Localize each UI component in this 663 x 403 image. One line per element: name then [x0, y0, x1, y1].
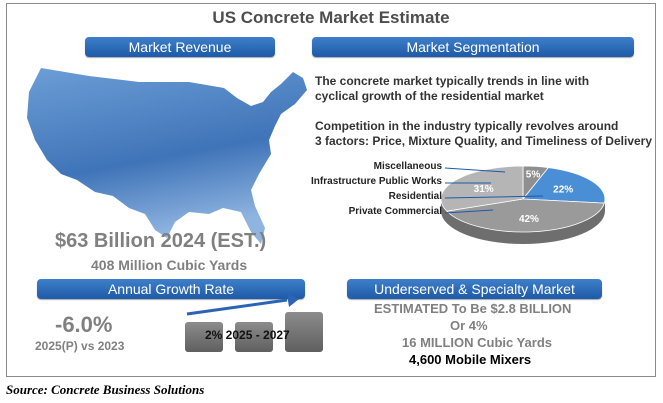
- pie-data-label: 31%: [474, 184, 494, 195]
- underserved-market-header: Underserved & Specialty Market: [347, 279, 602, 299]
- pie-slice-residential: [445, 198, 605, 233]
- underserved-percent: Or 4%: [450, 318, 488, 333]
- growth-comparison: 2025(P) vs 2023: [35, 339, 125, 353]
- underserved-volume: 16 MILLION Cubic Yards: [402, 335, 553, 350]
- segmentation-text-3: Competition in the industry typically re…: [315, 119, 619, 133]
- growth-forecast: 2% 2025 - 2027: [205, 328, 290, 342]
- segmentation-pie-chart: 5% 22% 42% 31%: [440, 165, 606, 244]
- growth-bar-1: [185, 322, 223, 352]
- growth-rate: -6.0%: [55, 312, 113, 337]
- market-segmentation-header: Market Segmentation: [312, 37, 634, 57]
- pie-data-label: 22%: [553, 185, 573, 196]
- us-map-icon: [27, 68, 307, 244]
- segmentation-text-1: The concrete market typically trends in …: [315, 74, 590, 88]
- category-label-residential: Residential: [388, 191, 442, 202]
- pie-slice-private-commercial: [440, 165, 524, 212]
- revenue-value: $63 Billion 2024 (EST.): [55, 230, 267, 252]
- underserved-estimate: ESTIMATED To Be $2.8 BILLION: [374, 301, 572, 316]
- pie-side-wall: [441, 199, 605, 244]
- infographic-frame: US Concrete Market Estimate Market Reven…: [6, 3, 656, 377]
- label-leader-lines: [444, 167, 544, 214]
- category-label-private-commercial: Private Commercial: [348, 206, 442, 217]
- category-label-infrastructure: Infrastructure Public Works: [311, 176, 442, 187]
- underserved-mixers: 4,600 Mobile Mixers: [409, 352, 532, 367]
- annual-growth-header: Annual Growth Rate: [37, 279, 305, 299]
- pie-slice-infrastructure-public-works: [522, 167, 606, 204]
- source-caption: Source: Concrete Business Solutions: [6, 382, 205, 397]
- pie-data-label: 5%: [526, 170, 541, 181]
- pie-data-label: 42%: [519, 214, 539, 225]
- growth-arrow-icon: [186, 294, 299, 316]
- market-revenue-header: Market Revenue: [85, 37, 275, 57]
- category-label-miscellaneous: Miscellaneous: [373, 161, 442, 172]
- growth-bar-2: [235, 322, 273, 352]
- growth-bar-3: [285, 312, 323, 352]
- segmentation-text-2: cyclical growth of the residential marke…: [315, 89, 544, 103]
- revenue-volume: 408 Million Cubic Yards: [91, 257, 248, 273]
- page-title: US Concrete Market Estimate: [212, 8, 450, 27]
- segmentation-text-4: 3 factors: Price, Mixture Quality, and T…: [315, 134, 653, 148]
